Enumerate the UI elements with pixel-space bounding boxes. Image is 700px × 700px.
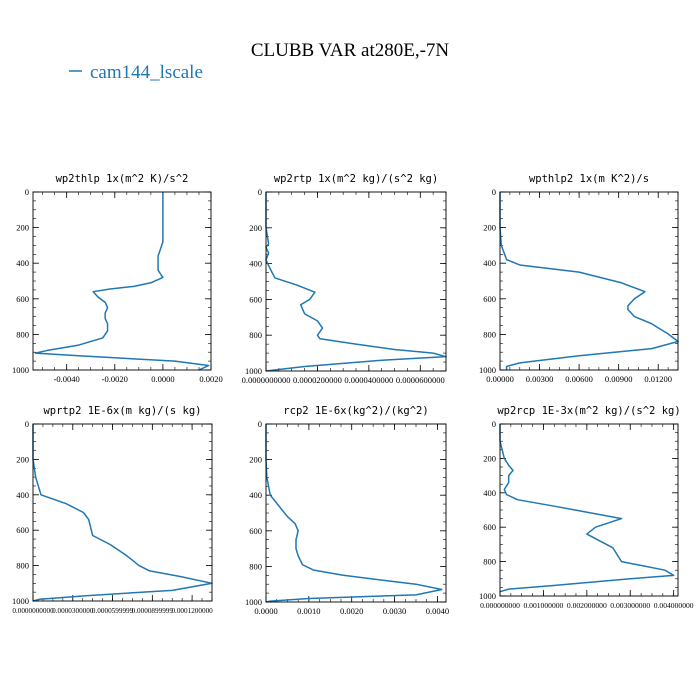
panel-title: wprtp2 1E-6x(m kg)/(s kg) bbox=[43, 405, 201, 417]
panel-title: wp2rcp 1E-3x(m^2 kg)/(s^2 kg) bbox=[497, 405, 680, 417]
y-tick-label: 800 bbox=[483, 557, 496, 567]
x-tick-label: 0.00900 bbox=[605, 374, 633, 384]
plot-frame bbox=[499, 423, 679, 597]
x-tick-label: 0.0000 bbox=[254, 606, 277, 616]
x-tick-label: 0.002000000 bbox=[567, 601, 607, 610]
plot-frame bbox=[265, 423, 447, 603]
series-line bbox=[34, 192, 210, 371]
chart-panel-6: wp2rcp 1E-3x(m^2 kg)/(s^2 kg)0 200 400 600 8… bbox=[479, 405, 694, 610]
y-tick-label: 1000 bbox=[12, 596, 29, 606]
x-tick-label: 0.01200 bbox=[644, 374, 672, 384]
x-tick-label: 0.0020 bbox=[340, 606, 363, 616]
x-tick-label: 0.0001200000 bbox=[171, 607, 213, 615]
x-tick-label: 0.0000 bbox=[151, 374, 174, 384]
y-tick-label: 800 bbox=[16, 329, 29, 339]
y-tick-label: 200 bbox=[483, 453, 496, 463]
y-tick-label: 0 bbox=[25, 187, 29, 197]
x-tick-label: 0.00000 bbox=[486, 374, 514, 384]
y-tick-label: 600 bbox=[249, 526, 262, 536]
y-tick-label: 400 bbox=[16, 490, 29, 500]
y-tick-label: 600 bbox=[483, 522, 496, 532]
y-tick-label: 800 bbox=[16, 561, 29, 571]
y-tick-label: 0 bbox=[25, 419, 29, 429]
y-tick-label: 400 bbox=[249, 259, 262, 269]
x-tick-label: 0.0000000000 bbox=[12, 607, 54, 615]
plot-frame bbox=[499, 191, 679, 371]
y-tick-label: 800 bbox=[249, 330, 262, 340]
y-tick-label: 0 bbox=[258, 187, 262, 197]
y-tick-label: 400 bbox=[483, 258, 496, 268]
y-tick-label: 400 bbox=[483, 488, 496, 498]
series-line bbox=[265, 424, 443, 603]
y-tick-label: 600 bbox=[16, 525, 29, 535]
y-tick-label: 0 bbox=[258, 419, 262, 429]
x-tick-label: 0.001000000 bbox=[523, 601, 563, 610]
y-tick-label: 200 bbox=[249, 223, 262, 233]
y-tick-label: 400 bbox=[16, 258, 29, 268]
figure-title: CLUBB VAR at280E,-7N bbox=[251, 40, 450, 61]
x-tick-label: 0.0010 bbox=[297, 606, 320, 616]
y-tick-label: 1000 bbox=[245, 366, 262, 376]
panel-title: rcp2 1E-6x(kg^2)/(kg^2) bbox=[283, 405, 428, 417]
y-tick-label: 600 bbox=[16, 294, 29, 304]
panel-title: wpthlp2 1x(m K^2)/s bbox=[529, 173, 649, 185]
y-tick-label: 1000 bbox=[479, 591, 496, 601]
chart-panel-1: wp2thlp 1x(m^2 K)/s^2 0 200 400 600 800 1000 -0… bbox=[12, 173, 223, 384]
series-line bbox=[32, 424, 213, 602]
x-tick-label: 0.0000000000 bbox=[242, 375, 291, 385]
x-tick-label: 0.0000899999 bbox=[132, 607, 174, 615]
x-tick-label: 0.0000300000 bbox=[52, 607, 94, 615]
x-tick-label: -0.0020 bbox=[102, 374, 128, 384]
x-tick-label: 0.0000400000 bbox=[344, 375, 393, 385]
y-tick-label: 600 bbox=[483, 294, 496, 304]
panels: wp2thlp 1x(m^2 K)/s^2 0 200 400 600 800 1000 -0… bbox=[12, 173, 694, 616]
plot-frame bbox=[32, 423, 213, 602]
y-tick-label: 1000 bbox=[12, 365, 29, 375]
y-tick-label: 1000 bbox=[479, 365, 496, 375]
chart-panel-2: wp2rtp 1x(m^2 kg)/(s^2 kg) 0 200 400 600 800 1… bbox=[242, 173, 447, 385]
x-tick-label: 0.0000599999 bbox=[92, 607, 134, 615]
chart-panel-5: rcp2 1E-6x(kg^2)/(kg^2) 0 200 400 600 800 1000… bbox=[245, 405, 449, 616]
y-tick-label: 0 bbox=[492, 419, 496, 429]
x-tick-label: 0.00600 bbox=[565, 374, 593, 384]
y-tick-label: 1000 bbox=[245, 597, 262, 607]
y-tick-label: 200 bbox=[483, 223, 496, 233]
legend-label: cam144_lscale bbox=[90, 62, 203, 83]
y-tick-label: 600 bbox=[249, 294, 262, 304]
panel-title: wp2thlp 1x(m^2 K)/s^2 bbox=[56, 173, 189, 185]
series-line bbox=[499, 424, 675, 593]
y-tick-label: 0 bbox=[492, 187, 496, 197]
x-tick-label: 0.0000600000 bbox=[396, 375, 445, 385]
x-tick-label: 0.000000000 bbox=[480, 601, 520, 610]
chart-panel-3: wpthlp2 1x(m K^2)/s020040060080010000.00… bbox=[479, 173, 679, 384]
plot-frame bbox=[265, 191, 447, 372]
y-tick-label: 800 bbox=[249, 561, 262, 571]
x-tick-label: 0.0020 bbox=[199, 374, 222, 384]
plot-frame bbox=[32, 191, 212, 371]
y-tick-label: 800 bbox=[483, 329, 496, 339]
x-tick-label: 0.004000000 bbox=[654, 601, 694, 610]
series-line bbox=[499, 192, 679, 370]
x-tick-label: 0.0030 bbox=[383, 606, 406, 616]
x-tick-label: 0.0000200000 bbox=[293, 375, 342, 385]
chart-panel-4: wprtp2 1E-6x(m kg)/(s kg) 0 200 400 600 800 10… bbox=[12, 405, 213, 615]
y-tick-label: 200 bbox=[249, 455, 262, 465]
panel-title: wp2rtp 1x(m^2 kg)/(s^2 kg) bbox=[274, 173, 438, 185]
y-tick-label: 400 bbox=[249, 490, 262, 500]
legend: cam144_lscale bbox=[69, 62, 203, 83]
x-tick-label: 0.0040 bbox=[426, 606, 449, 616]
x-tick-label: 0.003000000 bbox=[610, 601, 650, 610]
y-tick-label: 200 bbox=[16, 223, 29, 233]
x-tick-label: 0.00300 bbox=[526, 374, 554, 384]
y-tick-label: 200 bbox=[16, 454, 29, 464]
x-tick-label: -0.0040 bbox=[54, 374, 80, 384]
